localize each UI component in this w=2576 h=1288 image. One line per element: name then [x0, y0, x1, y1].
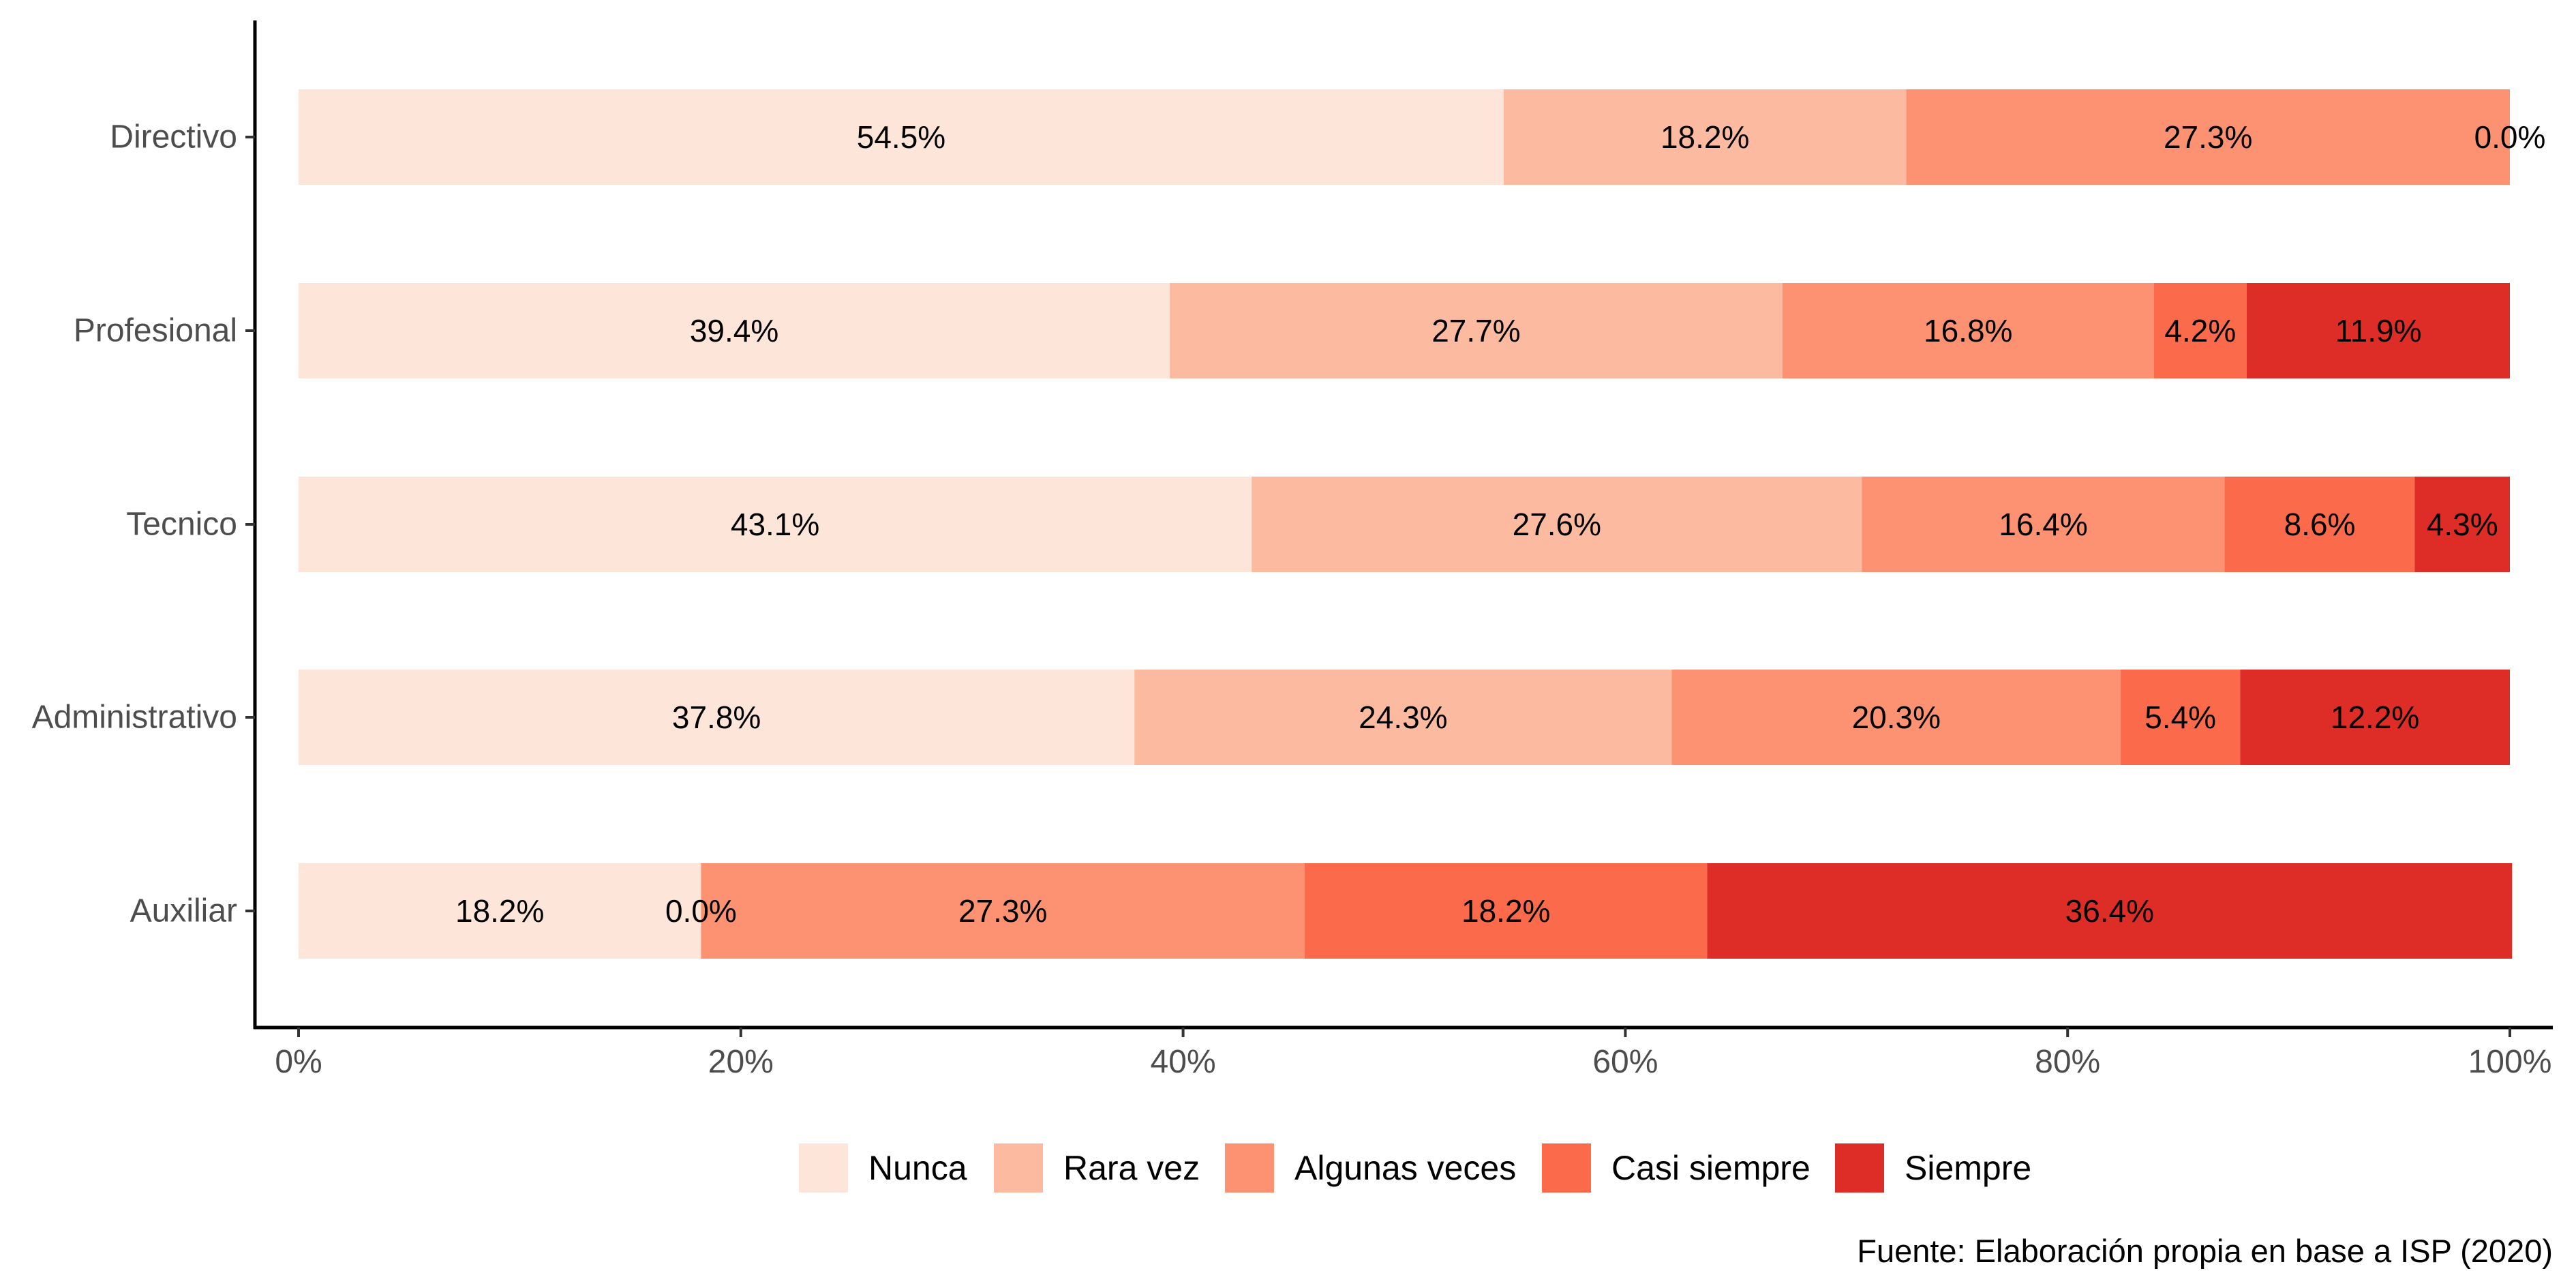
legend-label-casi-siempre: Casi siempre — [1611, 1149, 1810, 1187]
x-tick-label-100: 100% — [2468, 1044, 2552, 1080]
x-tick-label-80: 80% — [2035, 1044, 2100, 1080]
bars-layer — [299, 89, 2513, 959]
legend-label-siempre: Siempre — [1905, 1149, 2031, 1187]
bar-profesional-algunas-veces — [1782, 283, 2154, 378]
bar-label-tecnico-rara-vez: 27.6% — [1513, 507, 1601, 542]
bar-label-directivo-casi-siempre: 0.0% — [2474, 119, 2546, 155]
bar-tecnico-siempre — [2414, 477, 2510, 572]
bar-label-directivo-nunca: 54.5% — [857, 119, 945, 155]
y-axis-ticks: Directivo Profesional Tecnico Administrativ… — [32, 119, 255, 929]
x-axis-ticks: 0% 20% 40% 60% 80% 100% — [275, 1028, 2551, 1080]
bar-administrativo-algunas-veces — [1671, 670, 2121, 765]
x-tick-label-20: 20% — [708, 1044, 774, 1080]
bar-labels-layer: 54.5% 18.2% 27.3% 0.0% 39.4% 27.7% 16.8% 4.2% 11… — [455, 119, 2545, 929]
bar-label-profesional-algunas-veces: 16.8% — [1924, 313, 2012, 348]
bar-auxiliar-algunas-veces — [701, 863, 1305, 959]
bar-label-administrativo-algunas-veces: 20.3% — [1852, 700, 1941, 735]
bar-directivo-nunca — [299, 89, 1504, 185]
bar-administrativo-rara-vez — [1134, 670, 1672, 765]
bar-auxiliar-siempre — [1707, 863, 2513, 959]
x-tick-label-60: 60% — [1592, 1044, 1658, 1080]
bar-label-administrativo-casi-siempre: 5.4% — [2145, 700, 2216, 735]
bar-label-profesional-rara-vez: 27.7% — [1431, 313, 1520, 348]
bar-label-administrativo-nunca: 37.8% — [672, 700, 761, 735]
bar-administrativo-siempre — [2240, 670, 2510, 765]
bar-label-auxiliar-siempre: 36.4% — [2065, 893, 2154, 929]
y-tick-label-tecnico: Tecnico — [126, 507, 237, 543]
caption: Fuente: Elaboración propia en base a ISP… — [1857, 1233, 2553, 1269]
bar-label-administrativo-siempre: 12.2% — [2331, 700, 2419, 735]
legend-label-algunas-veces: Algunas veces — [1294, 1149, 1516, 1187]
bar-label-auxiliar-rara-vez: 0.0% — [665, 893, 737, 929]
bar-profesional-casi-siempre — [2153, 283, 2247, 378]
bar-tecnico-algunas-veces — [1862, 477, 2225, 572]
bar-profesional-siempre — [2246, 283, 2510, 378]
bar-profesional-nunca — [299, 283, 1170, 378]
y-tick-label-administrativo: Administrativo — [32, 700, 237, 736]
bar-label-profesional-casi-siempre: 4.2% — [2164, 313, 2236, 348]
bar-label-tecnico-casi-siempre: 8.6% — [2284, 507, 2356, 542]
bar-label-directivo-algunas-veces: 27.3% — [2164, 119, 2252, 155]
y-tick-label-auxiliar: Auxiliar — [130, 893, 237, 929]
bar-administrativo-nunca — [299, 670, 1135, 765]
legend: Nunca Rara vez Algunas veces Casi siempre Si… — [799, 1143, 2031, 1193]
bar-label-auxiliar-algunas-veces: 27.3% — [958, 893, 1047, 929]
bar-label-administrativo-rara-vez: 24.3% — [1359, 700, 1447, 735]
bar-label-profesional-nunca: 39.4% — [690, 313, 778, 348]
bar-label-auxiliar-nunca: 18.2% — [455, 893, 544, 929]
legend-key-casi-siempre — [1542, 1143, 1591, 1193]
x-tick-label-40: 40% — [1151, 1044, 1216, 1080]
legend-key-nunca — [799, 1143, 848, 1193]
bar-profesional-rara-vez — [1170, 283, 1783, 378]
bar-label-tecnico-siempre: 4.3% — [2427, 507, 2498, 542]
legend-key-rara-vez — [994, 1143, 1043, 1193]
bar-tecnico-rara-vez — [1252, 477, 1862, 572]
legend-label-rara-vez: Rara vez — [1063, 1149, 1200, 1187]
y-tick-label-profesional: Profesional — [74, 313, 237, 349]
bar-auxiliar-casi-siempre — [1305, 863, 1708, 959]
bar-auxiliar-nunca — [299, 863, 701, 959]
legend-label-nunca: Nunca — [868, 1149, 967, 1187]
y-tick-label-directivo: Directivo — [110, 119, 237, 155]
bar-label-auxiliar-casi-siempre: 18.2% — [1461, 893, 1550, 929]
bar-label-tecnico-nunca: 43.1% — [731, 507, 819, 542]
bar-tecnico-casi-siempre — [2224, 477, 2415, 572]
bar-directivo-rara-vez — [1503, 89, 1907, 185]
bar-directivo-algunas-veces — [1906, 89, 2510, 185]
bar-label-profesional-siempre: 11.9% — [2335, 313, 2421, 348]
legend-key-algunas-veces — [1225, 1143, 1274, 1193]
bar-tecnico-nunca — [299, 477, 1252, 572]
bar-label-directivo-rara-vez: 18.2% — [1661, 119, 1749, 155]
bar-label-tecnico-algunas-veces: 16.4% — [1999, 507, 2087, 542]
legend-key-siempre — [1835, 1143, 1884, 1193]
bar-administrativo-casi-siempre — [2121, 670, 2241, 765]
x-tick-label-0: 0% — [275, 1044, 322, 1080]
